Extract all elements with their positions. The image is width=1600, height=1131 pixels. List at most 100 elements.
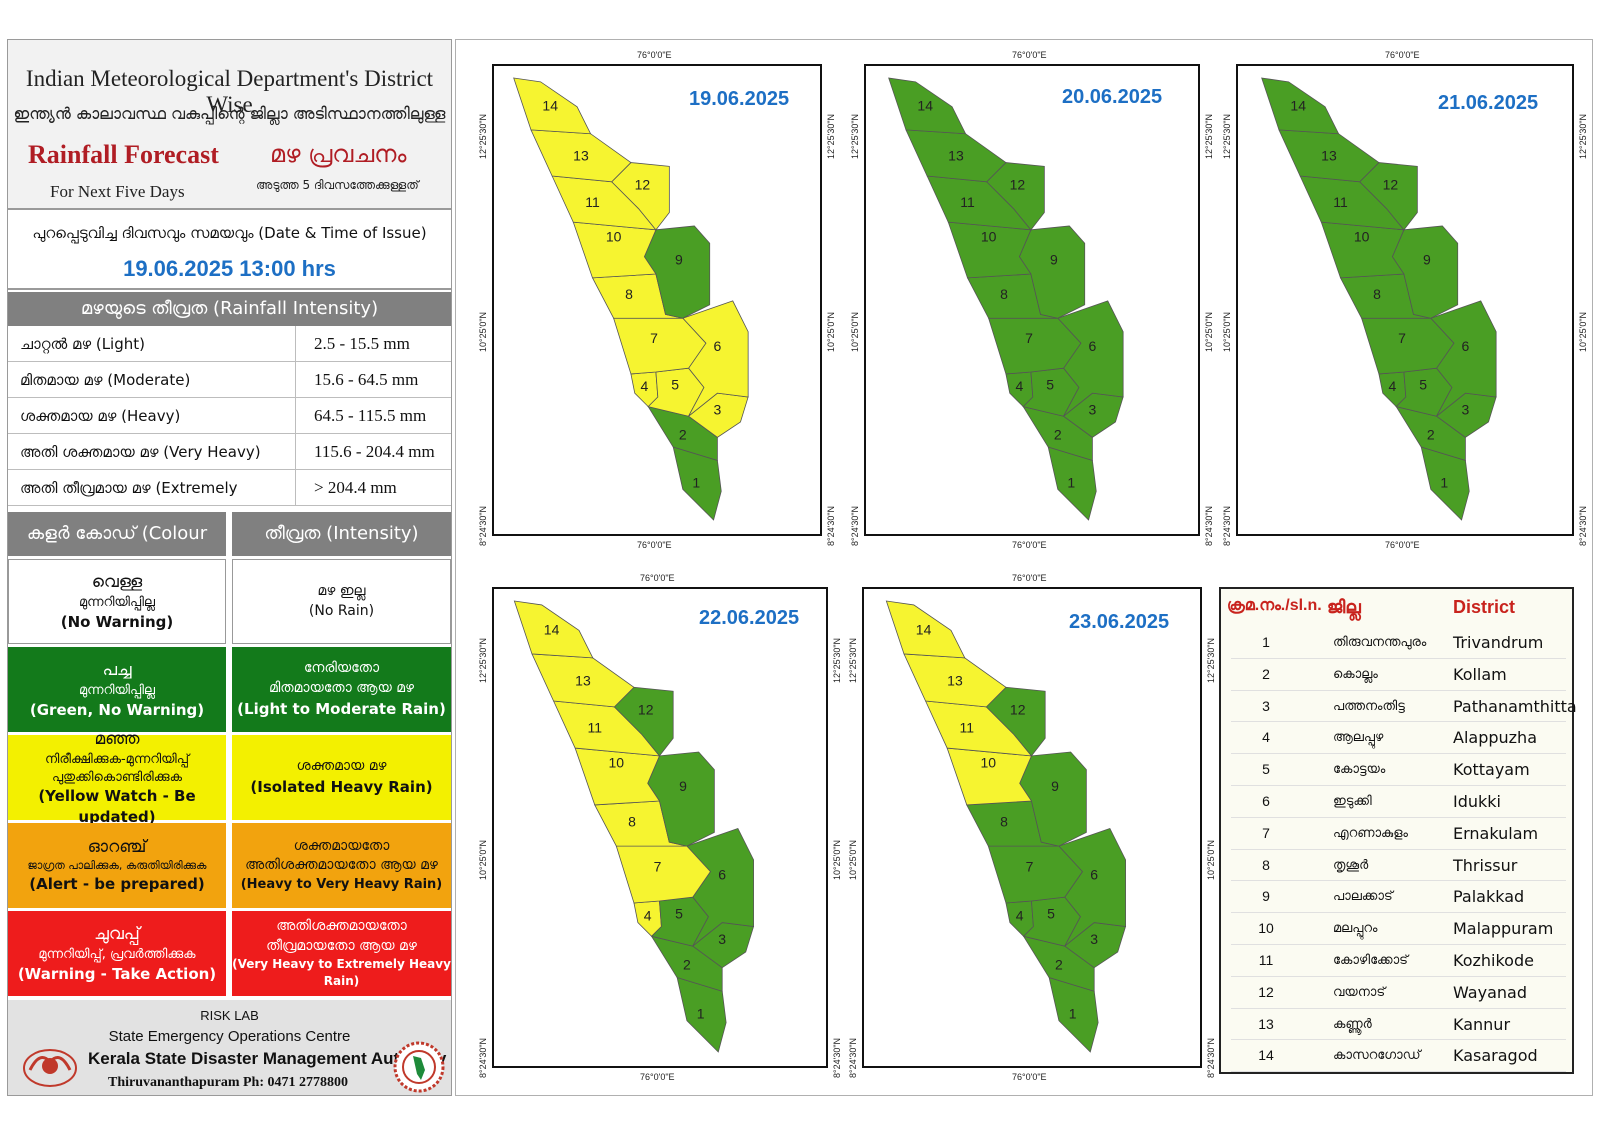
- latitude-label: 8°24'30"N: [848, 1037, 858, 1078]
- forecast-map: 1 2 3 4 5 6 7 8 9 10 11 12 13 14 21.06.2025: [1236, 64, 1574, 536]
- district-label: 12: [635, 176, 651, 192]
- district-label: 12: [1383, 176, 1399, 192]
- forecast-title-en: Rainfall Forecast: [28, 140, 219, 169]
- district-name-en: Malappuram: [1453, 919, 1554, 939]
- intensity-title: തീവ്രത (Intensity): [232, 512, 451, 556]
- intensity-desc: മിതമായതോ ആയ മഴ: [268, 680, 415, 696]
- latitude-label: 12°25'30"N: [478, 113, 488, 159]
- table-row: 9 പാലക്കാട് Palakkad: [1231, 881, 1566, 914]
- latitude-label: 10°25'0"N: [848, 840, 858, 881]
- district-name-ml: എറണാകുളം: [1333, 825, 1408, 841]
- district-label: 10: [606, 228, 622, 244]
- district-label: 11: [585, 194, 600, 210]
- district-name-ml: പത്തനംതിട്ട: [1333, 698, 1405, 714]
- forecast-map: 1 2 3 4 5 6 7 8 9 10 11 12 13 14 22.06.2025: [492, 587, 828, 1068]
- colour-row-white: വെള്ള മുന്നറിയിപ്പില്ല (No Warning) മഴ ഇ…: [8, 559, 451, 644]
- map-date: 21.06.2025: [1438, 92, 1539, 114]
- intensity-range: 15.6 - 64.5 mm: [314, 370, 419, 389]
- district-label: 8: [1373, 286, 1381, 302]
- intensity-desc: ശക്തമായതോ: [293, 837, 390, 854]
- district-number: 3: [1262, 697, 1270, 714]
- district-label: 1: [1069, 1006, 1077, 1022]
- district-table: ക്രമ.നം./sl.n. ജില്ല District 1 തിരുവനന്ത…: [1219, 587, 1577, 1074]
- district-label: 4: [1016, 908, 1024, 924]
- longitude-label: 76°0'0"E: [640, 1072, 675, 1082]
- latitude-label: 12°25'30"N: [1578, 113, 1588, 159]
- longitude-label: 76°0'0"E: [637, 540, 672, 550]
- district-label: 8: [1000, 286, 1008, 302]
- intensity-header: മഴയുടെ തീവ്രത (Rainfall Intensity): [8, 292, 451, 326]
- col-sl: ക്രമ.നം./sl.n.: [1227, 597, 1322, 614]
- colour-desc: മുന്നറിയിപ്പ്, പ്രവർത്തിക്കുക: [38, 947, 196, 963]
- intensity-row: മിതമായ മഴ (Moderate) 15.6 - 64.5 mm: [8, 362, 451, 398]
- district-label: 2: [1427, 426, 1435, 442]
- issue-datetime: 19.06.2025 13:00 hrs: [123, 256, 336, 281]
- district-number: 9: [1262, 888, 1270, 905]
- district-label: 9: [1050, 251, 1058, 267]
- kerala-emblem-icon: [23, 1049, 77, 1087]
- district-region-14: [513, 600, 594, 659]
- district-table-header: ക്രമ.നം./sl.n. ജില്ല District: [1221, 597, 1572, 621]
- longitude-label: 76°0'0"E: [1012, 540, 1047, 550]
- table-row: 1 തിരുവനന്തപുരം Trivandrum: [1231, 627, 1566, 659]
- district-region-14: [513, 77, 592, 135]
- latitude-label: 10°25'0"N: [1578, 312, 1588, 353]
- district-name-ml: കാസറഗോഡ്: [1333, 1048, 1421, 1064]
- intensity-row: അതി തീവ്രമായ മഴ (Extremely Heavy) > 204.4…: [8, 470, 451, 533]
- district-label: 6: [714, 338, 722, 354]
- forecast-map: 1 2 3 4 5 6 7 8 9 10 11 12 13 14 19.06.2025: [492, 64, 822, 536]
- colour-name: ഓറഞ്ച്: [87, 837, 147, 858]
- district-label: 12: [1010, 702, 1026, 718]
- latitude-label: 12°25'30"N: [850, 113, 860, 159]
- latitude-label: 8°24'30"N: [850, 505, 860, 546]
- district-number: 14: [1258, 1047, 1274, 1064]
- district-number: 8: [1262, 856, 1270, 873]
- latitude-label: 8°24'30"N: [478, 505, 488, 546]
- intensity-desc-en: (Very Heavy to Extremely Heavy Rain): [232, 957, 451, 989]
- district-label: 3: [714, 401, 722, 417]
- district-label: 1: [1440, 474, 1448, 490]
- district-label: 7: [1398, 330, 1406, 346]
- ksdma-logo-icon: [393, 1041, 445, 1093]
- latitude-label: 10°25'0"N: [1206, 840, 1216, 881]
- colour-name: മഞ്ഞ: [94, 729, 140, 750]
- district-number: 2: [1262, 665, 1270, 682]
- district-label: 14: [916, 621, 932, 637]
- table-row: 7 എറണാകുളം Ernakulam: [1231, 818, 1566, 850]
- district-number: 1: [1262, 634, 1270, 650]
- intensity-table: ചാറ്റൽ മഴ (Light) 2.5 - 15.5 mm മിതമായ മഴ…: [8, 326, 451, 533]
- district-label: 13: [947, 672, 963, 688]
- intensity-row: അതി ശക്തമായ മഴ (Very Heavy) 115.6 - 204.4…: [8, 434, 451, 470]
- intensity-row: ചാറ്റൽ മഴ (Light) 2.5 - 15.5 mm: [8, 326, 451, 362]
- district-name-en: Thrissur: [1453, 855, 1518, 875]
- district-label: 3: [1089, 401, 1097, 417]
- district-label: 7: [1026, 859, 1034, 875]
- district-label: 8: [625, 286, 633, 302]
- district-label: 7: [1025, 330, 1033, 346]
- district-label: 14: [917, 98, 933, 114]
- intensity-cell: ശക്തമായ മഴ (Isolated Heavy Rain): [232, 735, 451, 820]
- district-label: 11: [1333, 194, 1348, 210]
- district-name-en: Kozhikode: [1453, 950, 1534, 970]
- longitude-label: 76°0'0"E: [1385, 540, 1420, 550]
- district-label: 1: [697, 1006, 705, 1022]
- district-number: 12: [1258, 983, 1274, 1000]
- seoc-name: State Emergency Operations Centre: [108, 1028, 351, 1045]
- district-label: 5: [675, 906, 683, 922]
- district-rows: 1 തിരുവനന്തപുരം Trivandrum 2 കൊല്ലം Kollam 3 പത…: [1231, 627, 1577, 1073]
- longitude-label: 76°0'0"E: [1385, 50, 1420, 60]
- latitude-label: 10°25'0"N: [826, 312, 836, 353]
- intensity-label: ചാറ്റൽ മഴ (Light): [8, 326, 296, 361]
- colour-code-grid: വെള്ള മുന്നറിയിപ്പില്ല (No Warning) മഴ ഇ…: [8, 556, 451, 996]
- district-number: 7: [1262, 824, 1270, 841]
- latitude-label: 10°25'0"N: [478, 312, 488, 353]
- phone: Thiruvananthapuram Ph: 0471 2778800: [108, 1075, 348, 1090]
- colour-code-title: കളർ കോഡ് (Colour Code): [8, 512, 226, 588]
- latitude-label: 12°25'30"N: [478, 638, 488, 684]
- next-days-ml: അടുത്ത 5 ദിവസത്തേക്കുള്ളത്: [256, 178, 419, 192]
- district-label: 5: [1047, 906, 1055, 922]
- district-label: 7: [650, 330, 658, 346]
- map-date: 19.06.2025: [689, 88, 790, 110]
